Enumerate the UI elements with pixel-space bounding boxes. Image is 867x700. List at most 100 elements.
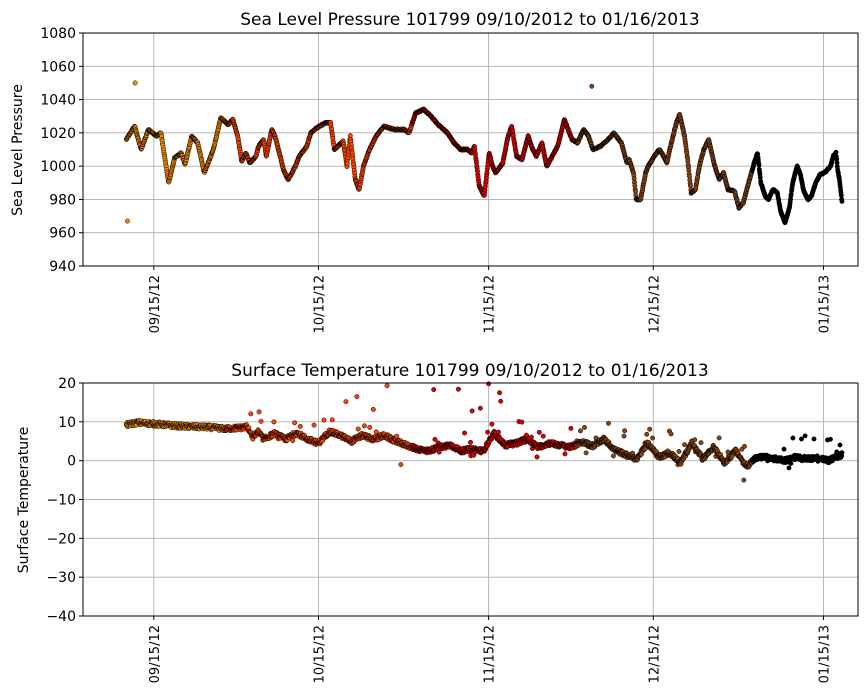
surface-temperature-chart: Surface Temperature 101799 09/10/2012 to… — [16, 361, 859, 683]
y-tick-label: 1080 — [40, 26, 76, 42]
data-point — [519, 419, 525, 425]
y-tick-label: 1040 — [40, 93, 76, 109]
data-point — [698, 440, 704, 446]
chart-title-temperature: Surface Temperature 101799 09/10/2012 to… — [231, 361, 708, 381]
series-points — [123, 80, 845, 226]
data-point — [534, 454, 540, 460]
data-point — [489, 421, 495, 427]
outlier-point — [125, 218, 130, 224]
outlier-point — [486, 381, 492, 387]
data-point — [362, 423, 367, 429]
data-point — [311, 422, 317, 428]
data-point — [837, 442, 843, 448]
data-point — [799, 436, 804, 442]
y-tick-label: 960 — [49, 226, 76, 242]
outlier-point — [497, 390, 503, 396]
data-point — [781, 446, 787, 452]
outlier-point — [354, 394, 360, 400]
data-point — [742, 443, 747, 449]
data-point — [790, 435, 796, 441]
data-point — [258, 418, 264, 424]
data-point — [692, 437, 698, 443]
data-point — [786, 465, 792, 471]
data-point — [668, 431, 674, 437]
x-tick-label: 12/15/12 — [647, 275, 662, 333]
data-point — [468, 439, 473, 445]
data-point — [256, 409, 262, 415]
outlier-point — [498, 398, 504, 404]
x-tick-label: 10/15/12 — [312, 275, 327, 333]
x-tick-label: 09/15/12 — [148, 275, 163, 333]
data-point — [788, 460, 794, 466]
chart-title-pressure: Sea Level Pressure 101799 09/10/2012 to … — [240, 10, 699, 30]
x-tick-label: 11/15/12 — [483, 625, 498, 683]
data-point — [610, 453, 616, 459]
data-point — [562, 451, 568, 457]
data-point — [297, 423, 303, 429]
y-tick-label: 20 — [58, 376, 76, 392]
data-point — [622, 428, 628, 434]
x-tick-label: 09/15/12 — [148, 625, 163, 683]
data-point — [462, 430, 468, 436]
data-point — [650, 435, 656, 441]
data-point — [290, 438, 296, 444]
y-tick-label: 1060 — [40, 59, 76, 75]
data-point — [528, 434, 534, 440]
y-axis-label-pressure: Sea Level Pressure — [10, 84, 26, 216]
data-point — [355, 426, 361, 432]
data-point — [321, 417, 327, 423]
data-point — [485, 429, 491, 435]
outlier-point — [589, 83, 595, 89]
y-tick-label: −30 — [46, 570, 76, 586]
data-point — [292, 420, 298, 426]
x-tick-label: 10/15/12 — [312, 625, 327, 683]
sea-level-pressure-chart: Sea Level Pressure 101799 09/10/2012 to … — [10, 10, 859, 333]
data-point — [367, 424, 373, 430]
y-tick-label: 0 — [67, 454, 76, 470]
x-tick-label: 11/15/12 — [483, 275, 498, 333]
data-point — [716, 435, 722, 441]
y-tick-label: 1020 — [40, 126, 76, 142]
outlier-point — [343, 399, 349, 405]
y-tick-label: 980 — [49, 192, 76, 208]
data-point — [676, 448, 682, 454]
data-point — [271, 419, 277, 425]
data-point — [568, 425, 574, 431]
data-point — [329, 417, 335, 423]
data-point — [581, 424, 587, 430]
data-point — [802, 433, 808, 439]
x-tick-label: 01/15/13 — [817, 625, 832, 683]
y-axis-label-temperature: Surface Temperature — [16, 427, 32, 573]
y-tick-label: −10 — [46, 493, 76, 509]
data-point — [839, 198, 845, 204]
data-point — [540, 433, 546, 439]
y-tick-label: 940 — [49, 259, 76, 275]
outlier-point — [384, 383, 390, 389]
outlier-point — [431, 387, 437, 393]
data-point — [811, 436, 817, 442]
grid-lines — [83, 382, 858, 617]
y-tick-label: 1000 — [40, 159, 76, 175]
data-point — [248, 411, 254, 417]
y-tick-label: −40 — [46, 609, 76, 625]
outlier-point — [477, 405, 483, 411]
data-point — [756, 162, 762, 168]
y-tick-label: −20 — [46, 531, 76, 547]
data-point — [432, 436, 438, 442]
data-point — [578, 428, 583, 434]
outlier-point — [741, 477, 747, 483]
outlier-point — [469, 408, 475, 414]
outlier-point — [398, 462, 404, 467]
data-point — [394, 433, 400, 439]
data-point — [496, 429, 501, 435]
data-point — [647, 426, 653, 432]
data-point — [644, 431, 650, 437]
data-point — [536, 429, 542, 435]
series-points — [123, 381, 845, 483]
x-tick-label: 01/15/13 — [817, 275, 832, 333]
y-tick-label: 10 — [58, 415, 76, 431]
data-point — [606, 420, 611, 426]
x-tick-label: 12/15/12 — [647, 625, 662, 683]
data-point — [682, 442, 688, 448]
